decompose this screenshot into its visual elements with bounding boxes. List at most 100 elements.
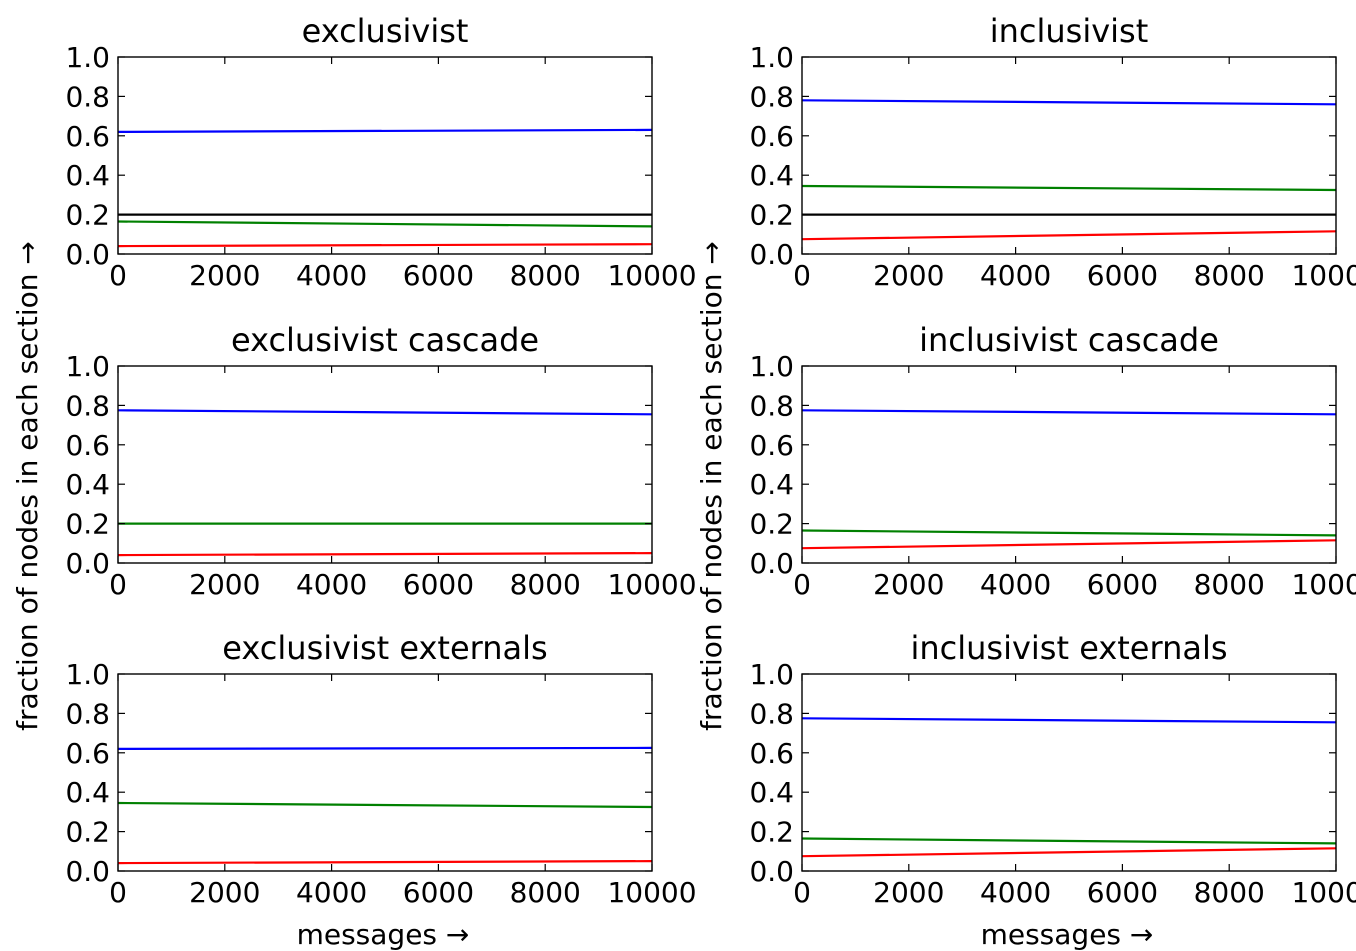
x-tick-label: 8000 <box>1194 259 1265 292</box>
y-tick-label: 0.8 <box>749 389 794 422</box>
subplot-exclusivist: exclusivist 0.0 0.2 0.4 0.6 0.8 1.0 0 2000 4000 60… <box>65 12 696 292</box>
y-tick-label: 0.0 <box>749 238 794 271</box>
y-tick-label: 1.0 <box>65 350 110 383</box>
y-tick-label: 0.8 <box>749 80 794 113</box>
subplot-title: inclusivist <box>990 12 1149 50</box>
x-tick-label: 6000 <box>403 876 474 909</box>
y-tick-label: 0.2 <box>65 816 110 849</box>
x-tick-label: 0 <box>793 568 811 601</box>
series-line-0 <box>801 409 1337 416</box>
series-line-1 <box>801 529 1337 537</box>
series-line-2 <box>117 551 653 557</box>
y-tick-label: 0.8 <box>749 697 794 730</box>
series-line-1 <box>117 801 653 809</box>
plot-frame <box>801 365 1337 564</box>
series-line-0 <box>117 409 653 416</box>
x-tick-label: 0 <box>109 259 127 292</box>
x-tick-label: 10000 <box>1291 876 1356 909</box>
subplot-inclusivist-cascade: inclusivist cascade 0.0 0.2 0.4 0.6 0.8 1.0 0 20… <box>749 321 1356 601</box>
series-line-2 <box>117 220 653 228</box>
plot-frame <box>801 673 1337 872</box>
series-line-2 <box>117 859 653 865</box>
y-tick-label: 1.0 <box>749 350 794 383</box>
x-tick-label: 10000 <box>1291 259 1356 292</box>
plot-frame <box>801 56 1337 255</box>
y-tick-label: 0.4 <box>65 159 110 192</box>
y-tick-label: 0.0 <box>749 855 794 888</box>
subplot-inclusivist-externals: inclusivist externals 0.0 0.2 0.4 0.6 0.8 1.0 0… <box>749 629 1356 909</box>
subplot-title: inclusivist cascade <box>919 321 1219 359</box>
y-tick-label: 0.4 <box>749 468 794 501</box>
series-line-3 <box>801 230 1337 241</box>
x-tick-label: 0 <box>109 568 127 601</box>
y-tick-label: 0.2 <box>749 508 794 541</box>
subplot-title: exclusivist cascade <box>231 321 539 359</box>
series-line-2 <box>801 847 1337 858</box>
series-line-1 <box>801 184 1337 192</box>
x-tick-label: 8000 <box>1194 568 1265 601</box>
x-tick-label: 8000 <box>510 876 581 909</box>
y-tick-label: 1.0 <box>65 41 110 74</box>
x-axis-label-right: messages → <box>981 918 1154 951</box>
y-tick-label: 1.0 <box>749 41 794 74</box>
x-tick-label: 0 <box>109 876 127 909</box>
x-tick-label: 10000 <box>607 259 696 292</box>
x-tick-label: 2000 <box>873 568 944 601</box>
x-tick-label: 10000 <box>607 568 696 601</box>
y-tick-label: 0.6 <box>65 737 110 770</box>
y-tick-label: 0.2 <box>749 816 794 849</box>
y-tick-label: 0.0 <box>749 547 794 580</box>
x-tick-label: 8000 <box>1194 876 1265 909</box>
x-axis-label-left: messages → <box>297 918 470 951</box>
y-tick-label: 0.2 <box>749 199 794 232</box>
x-tick-label: 0 <box>793 259 811 292</box>
y-tick-label: 0.6 <box>749 737 794 770</box>
y-tick-label: 0.4 <box>749 159 794 192</box>
x-tick-label: 4000 <box>296 259 367 292</box>
y-tick-label: 0.0 <box>65 855 110 888</box>
y-tick-label: 0.4 <box>65 776 110 809</box>
y-tick-label: 0.6 <box>65 120 110 153</box>
y-axis-label-right: fraction of nodes in each section → <box>695 241 728 731</box>
x-tick-label: 8000 <box>510 568 581 601</box>
y-tick-label: 1.0 <box>65 658 110 691</box>
series-line-0 <box>117 128 653 133</box>
y-tick-label: 0.6 <box>65 429 110 462</box>
x-tick-label: 2000 <box>189 876 260 909</box>
y-tick-label: 0.4 <box>65 468 110 501</box>
y-tick-label: 0.6 <box>749 429 794 462</box>
plot-frame <box>117 56 653 255</box>
y-tick-label: 0.8 <box>65 80 110 113</box>
y-tick-label: 0.8 <box>65 389 110 422</box>
x-tick-label: 6000 <box>1087 876 1158 909</box>
x-tick-label: 6000 <box>1087 259 1158 292</box>
x-tick-label: 2000 <box>189 259 260 292</box>
y-tick-label: 0.4 <box>749 776 794 809</box>
series-line-0 <box>801 99 1337 106</box>
x-tick-label: 8000 <box>510 259 581 292</box>
y-axis-label-left: fraction of nodes in each section → <box>11 241 44 731</box>
series-line-2 <box>801 539 1337 550</box>
x-tick-label: 10000 <box>1291 568 1356 601</box>
x-tick-label: 10000 <box>607 876 696 909</box>
y-tick-label: 0.8 <box>65 697 110 730</box>
subplot-exclusivist-cascade: exclusivist cascade 0.0 0.2 0.4 0.6 0.8 1.0 0 20… <box>65 321 696 601</box>
x-tick-label: 2000 <box>873 259 944 292</box>
y-tick-label: 0.0 <box>65 547 110 580</box>
x-tick-label: 4000 <box>296 568 367 601</box>
y-tick-label: 1.0 <box>749 658 794 691</box>
subplot-exclusivist-externals: exclusivist externals 0.0 0.2 0.4 0.6 0.8 1.0 0… <box>65 629 696 909</box>
x-tick-label: 0 <box>793 876 811 909</box>
x-tick-label: 4000 <box>296 876 367 909</box>
plot-frame <box>117 673 653 872</box>
x-tick-label: 4000 <box>980 259 1051 292</box>
subplot-title: exclusivist <box>302 12 469 50</box>
x-tick-label: 6000 <box>403 568 474 601</box>
y-tick-label: 0.0 <box>65 238 110 271</box>
series-line-3 <box>117 243 653 248</box>
x-tick-label: 4000 <box>980 568 1051 601</box>
y-tick-label: 0.2 <box>65 508 110 541</box>
subplot-title: exclusivist externals <box>222 629 547 667</box>
subplot-grid: exclusivist 0.0 0.2 0.4 0.6 0.8 1.0 0 2000 4000 60… <box>65 12 1356 909</box>
